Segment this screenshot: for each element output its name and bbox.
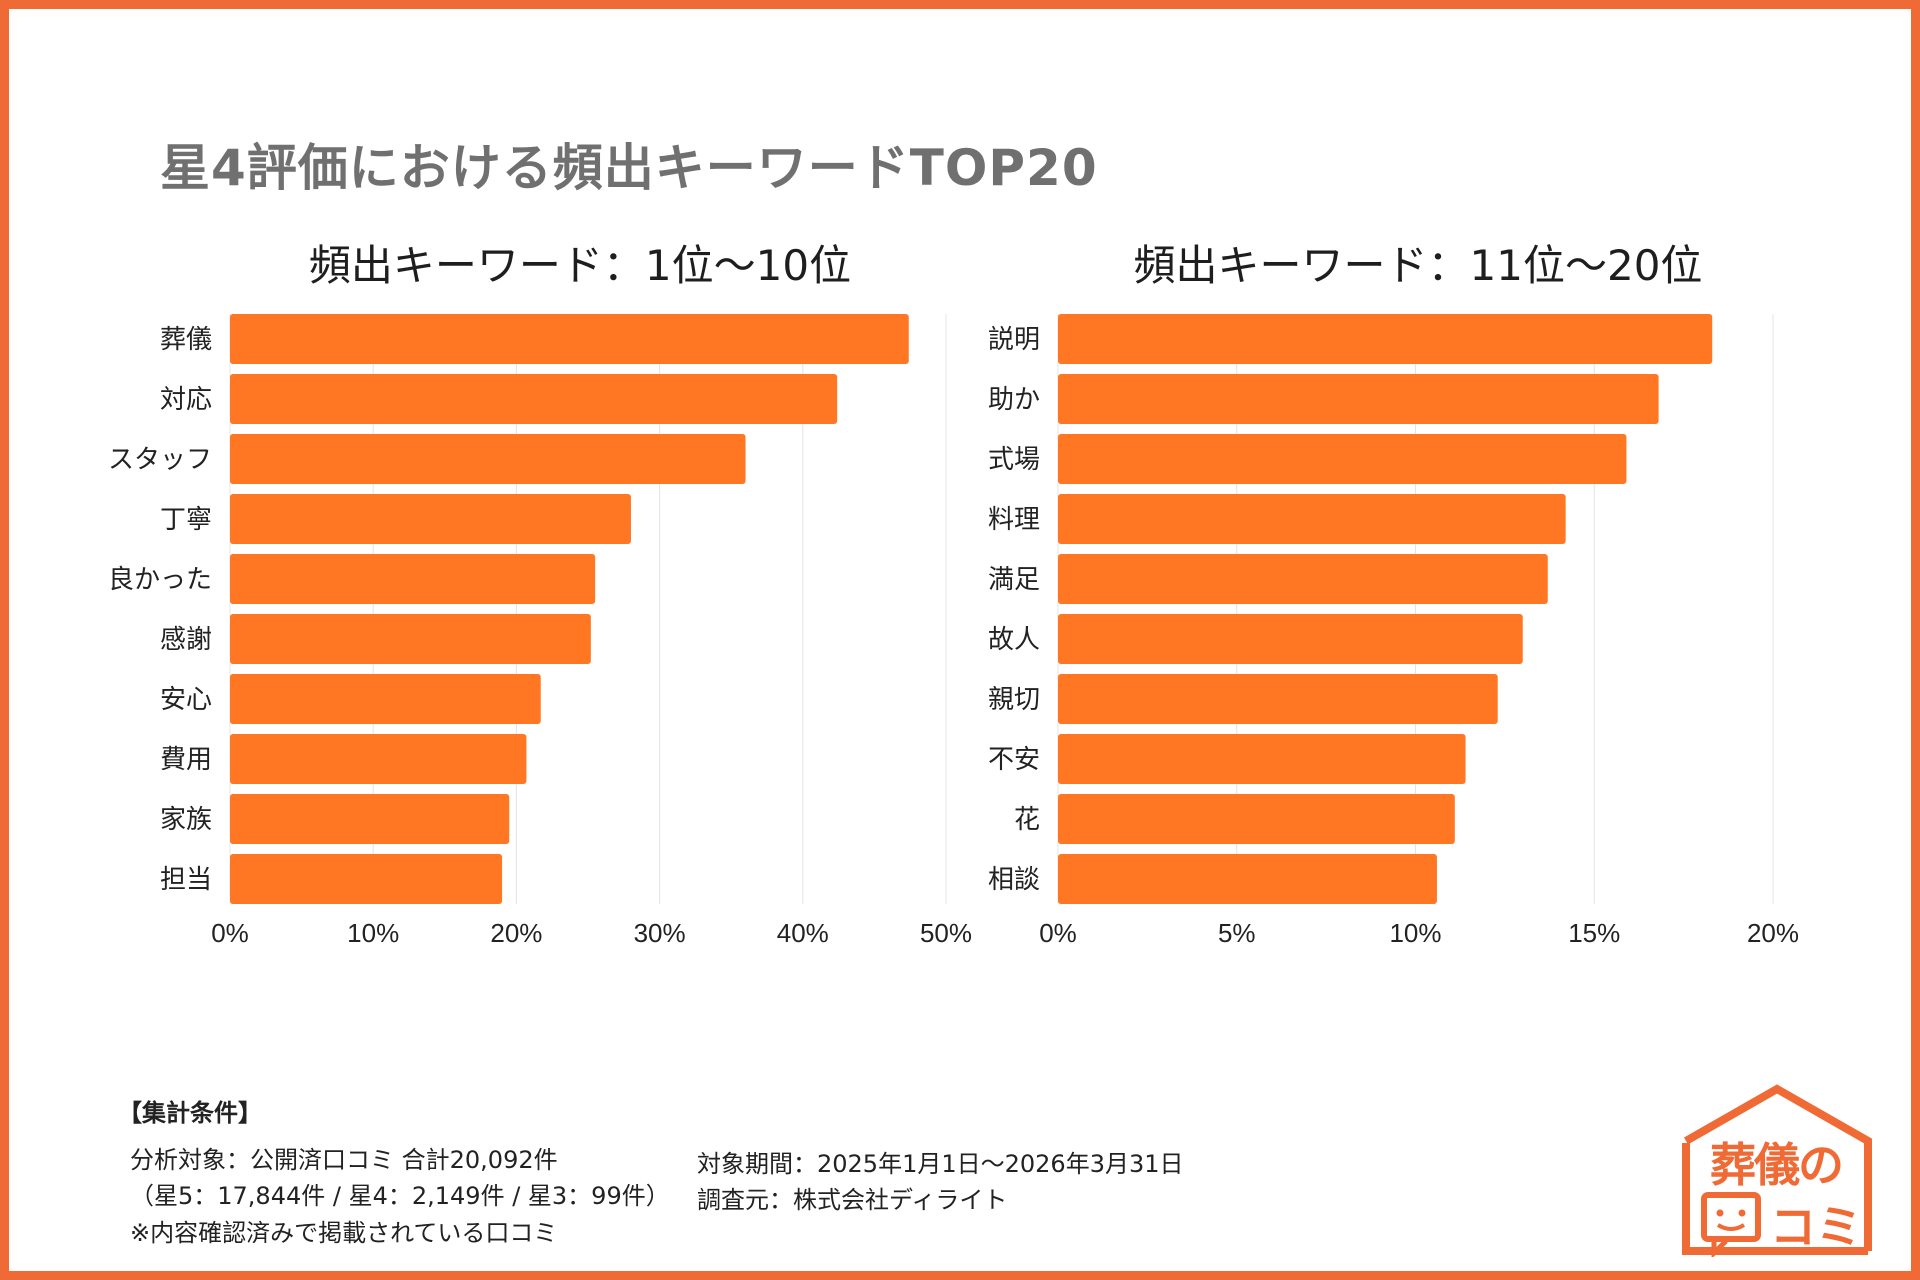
- conditions-target: 分析対象：公開済口コミ 合計20,092件: [130, 1146, 558, 1174]
- house-logo-icon: [1682, 1084, 1872, 1260]
- logo-text-line2: コミ: [1770, 1200, 1862, 1254]
- main-title: 星4評価における頻出キーワードTOP20: [160, 139, 1098, 197]
- conditions-note: ※内容確認済みで掲載されている口コミ: [130, 1219, 558, 1247]
- conditions-period: 対象期間：2025年1月1日〜2026年3月31日: [697, 1150, 1184, 1178]
- conditions-source: 調査元：株式会社ディライト: [697, 1186, 1008, 1214]
- site-logo: 葬儀の コミ: [1682, 1083, 1906, 1260]
- logo-text-line1: 葬儀の: [1710, 1138, 1844, 1192]
- chart-title-right: 頻出キーワード：11位〜20位: [1133, 241, 1703, 290]
- chart-title-left: 頻出キーワード：1位〜10位: [308, 241, 852, 290]
- conditions-heading: 【集計条件】: [118, 1099, 262, 1127]
- conditions-breakdown: （星5：17,844件 / 星4：2,149件 / 星3：99件）: [130, 1182, 670, 1210]
